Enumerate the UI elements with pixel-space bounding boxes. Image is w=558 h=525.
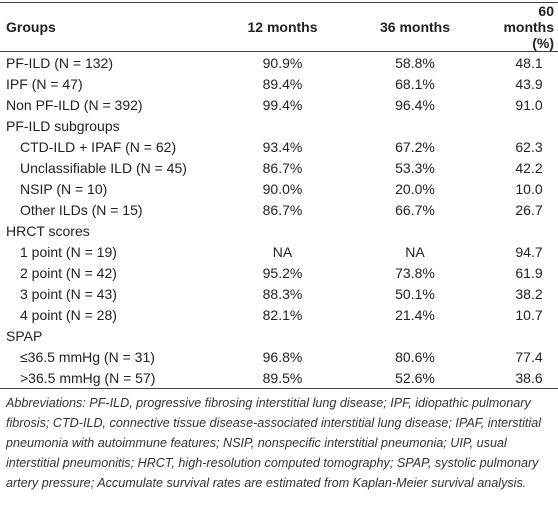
table-row: 4 point (N = 28) 82.1% 21.4% 10.7 [0, 304, 558, 325]
value-cell: 90.0% [262, 180, 303, 197]
value-cell: 86.7% [262, 159, 303, 176]
group-cell: 1 point (N = 19) [20, 243, 117, 260]
group-cell: Unclassifiable ILD (N = 45) [20, 159, 187, 176]
group-cell: 2 point (N = 42) [20, 264, 117, 281]
value-cell: 95.2% [262, 264, 303, 281]
value-cell: 80.6% [395, 348, 435, 365]
value-cell: 90.9% [262, 54, 303, 71]
group-cell: NSIP (N = 10) [20, 180, 108, 197]
value-cell: 52.6% [330, 367, 500, 389]
group-cell: Non PF-ILD (N = 392) [6, 96, 143, 113]
value-cell: 66.7% [395, 201, 435, 218]
value-cell: 68.1% [395, 75, 435, 92]
value-cell: 10.7 [515, 306, 543, 323]
value-cell: 89.4% [262, 75, 303, 92]
value-cell: 53.3% [395, 159, 435, 176]
group-cell: IPF (N = 47) [6, 75, 83, 92]
empty-cell [500, 115, 558, 136]
group-cell: ≤36.5 mmHg (N = 31) [20, 348, 155, 365]
footnote: Abbreviations: PF-ILD, progressive fibro… [6, 396, 541, 490]
empty-cell [330, 220, 500, 241]
value-cell: 94.7 [515, 243, 543, 260]
group-cell: PF-ILD (N = 132) [6, 54, 113, 71]
header-row: Groups 12 months 36 months 60 months (%) [0, 2, 558, 52]
value-cell: 38.2 [515, 285, 543, 302]
value-cell: 21.4% [395, 306, 435, 323]
section-row: HRCT scores [0, 220, 558, 241]
value-cell: 20.0% [395, 180, 435, 197]
section-row: PF-ILD subgroups [0, 115, 558, 136]
value-cell: 93.4% [262, 138, 303, 155]
value-cell: 42.2 [515, 159, 543, 176]
empty-cell [235, 115, 330, 136]
table-row: ≤36.5 mmHg (N = 31) 96.8% 80.6% 77.4 [0, 346, 558, 367]
value-cell: 10.0 [515, 180, 543, 197]
value-cell: 77.4 [515, 348, 543, 365]
table-row: IPF (N = 47) 89.4% 68.1% 43.9 [0, 73, 558, 94]
value-cell: 96.4% [395, 96, 435, 113]
empty-cell [500, 220, 558, 241]
value-cell: 73.8% [395, 264, 435, 281]
group-cell: >36.5 mmHg (N = 57) [0, 367, 235, 389]
value-cell: 89.5% [235, 367, 330, 389]
group-cell: 3 point (N = 43) [20, 285, 117, 302]
value-cell: 58.8% [395, 54, 435, 71]
value-cell: 82.1% [262, 306, 303, 323]
table-header: Groups 12 months 36 months 60 months (%) [0, 2, 558, 52]
group-cell: 4 point (N = 28) [20, 306, 117, 323]
table-row: Unclassifiable ILD (N = 45) 86.7% 53.3% 42.… [0, 157, 558, 178]
empty-cell [500, 325, 558, 346]
header-cell: Groups [0, 2, 235, 52]
value-cell: 91.0 [515, 96, 543, 113]
table-row: 3 point (N = 43) 88.3% 50.1% 38.2 [0, 283, 558, 304]
value-cell: 99.4% [262, 96, 303, 113]
table-row: Non PF-ILD (N = 392) 99.4% 96.4% 91.0 [0, 94, 558, 115]
table-row: >36.5 mmHg (N = 57) 89.5% 52.6% 38.6 [0, 367, 558, 389]
value-cell: 62.3 [515, 138, 543, 155]
empty-cell [235, 325, 330, 346]
section-row: SPAP [0, 325, 558, 346]
table-row: CTD-ILD + IPAF (N = 62) 93.4% 67.2% 62.3 [0, 136, 558, 157]
section-title: PF-ILD subgroups [6, 117, 120, 134]
value-cell: 50.1% [395, 285, 435, 302]
value-cell: 38.6 [500, 367, 558, 389]
value-cell: NA [272, 243, 293, 260]
value-cell: 67.2% [395, 138, 435, 155]
table-row: NSIP (N = 10) 90.0% 20.0% 10.0 [0, 178, 558, 199]
header-cell: 60 months (%) [500, 2, 558, 52]
empty-cell [235, 220, 330, 241]
header-cell: 12 months [235, 2, 330, 52]
value-cell: 96.8% [262, 348, 303, 365]
data-table: Groups 12 months 36 months 60 months (%) PF… [0, 2, 558, 389]
section-title: HRCT scores [6, 222, 90, 239]
section-title: SPAP [6, 327, 43, 344]
group-cell: Other ILDs (N = 15) [20, 201, 143, 218]
value-cell: 48.1 [515, 54, 543, 71]
table-body: PF-ILD (N = 132) 90.9% 58.8% 48.1 IPF (N = 4… [0, 52, 558, 389]
table-row: Other ILDs (N = 15) 86.7% 66.7% 26.7 [0, 199, 558, 220]
header-cell: 36 months [330, 2, 500, 52]
empty-cell [330, 115, 500, 136]
table-row: 2 point (N = 42) 95.2% 73.8% 61.9 [0, 262, 558, 283]
table-row: PF-ILD (N = 132) 90.9% 58.8% 48.1 [0, 52, 558, 74]
group-cell: CTD-ILD + IPAF (N = 62) [20, 138, 177, 155]
value-cell: 43.9 [515, 75, 543, 92]
value-cell: 26.7 [515, 201, 543, 218]
table-row: 1 point (N = 19) NA NA 94.7 [0, 241, 558, 262]
value-cell: NA [405, 243, 425, 260]
value-cell: 86.7% [262, 201, 303, 218]
value-cell: 88.3% [262, 285, 303, 302]
empty-cell [330, 325, 500, 346]
value-cell: 61.9 [515, 264, 543, 281]
